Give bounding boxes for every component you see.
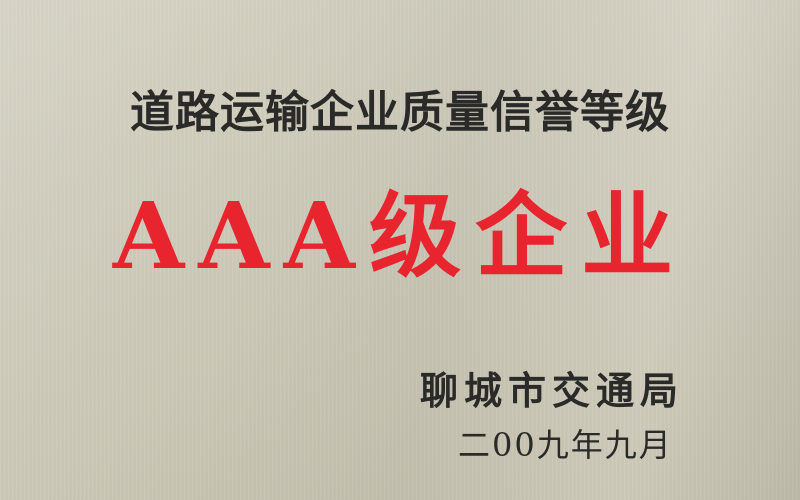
issue-date: 二00九年九月	[458, 426, 673, 464]
issuer-name: 聊城市交通局	[420, 368, 685, 413]
rating-text: AAA级企业	[112, 182, 688, 290]
plaque-title: 道路运输企业质量信誉等级	[130, 87, 670, 138]
